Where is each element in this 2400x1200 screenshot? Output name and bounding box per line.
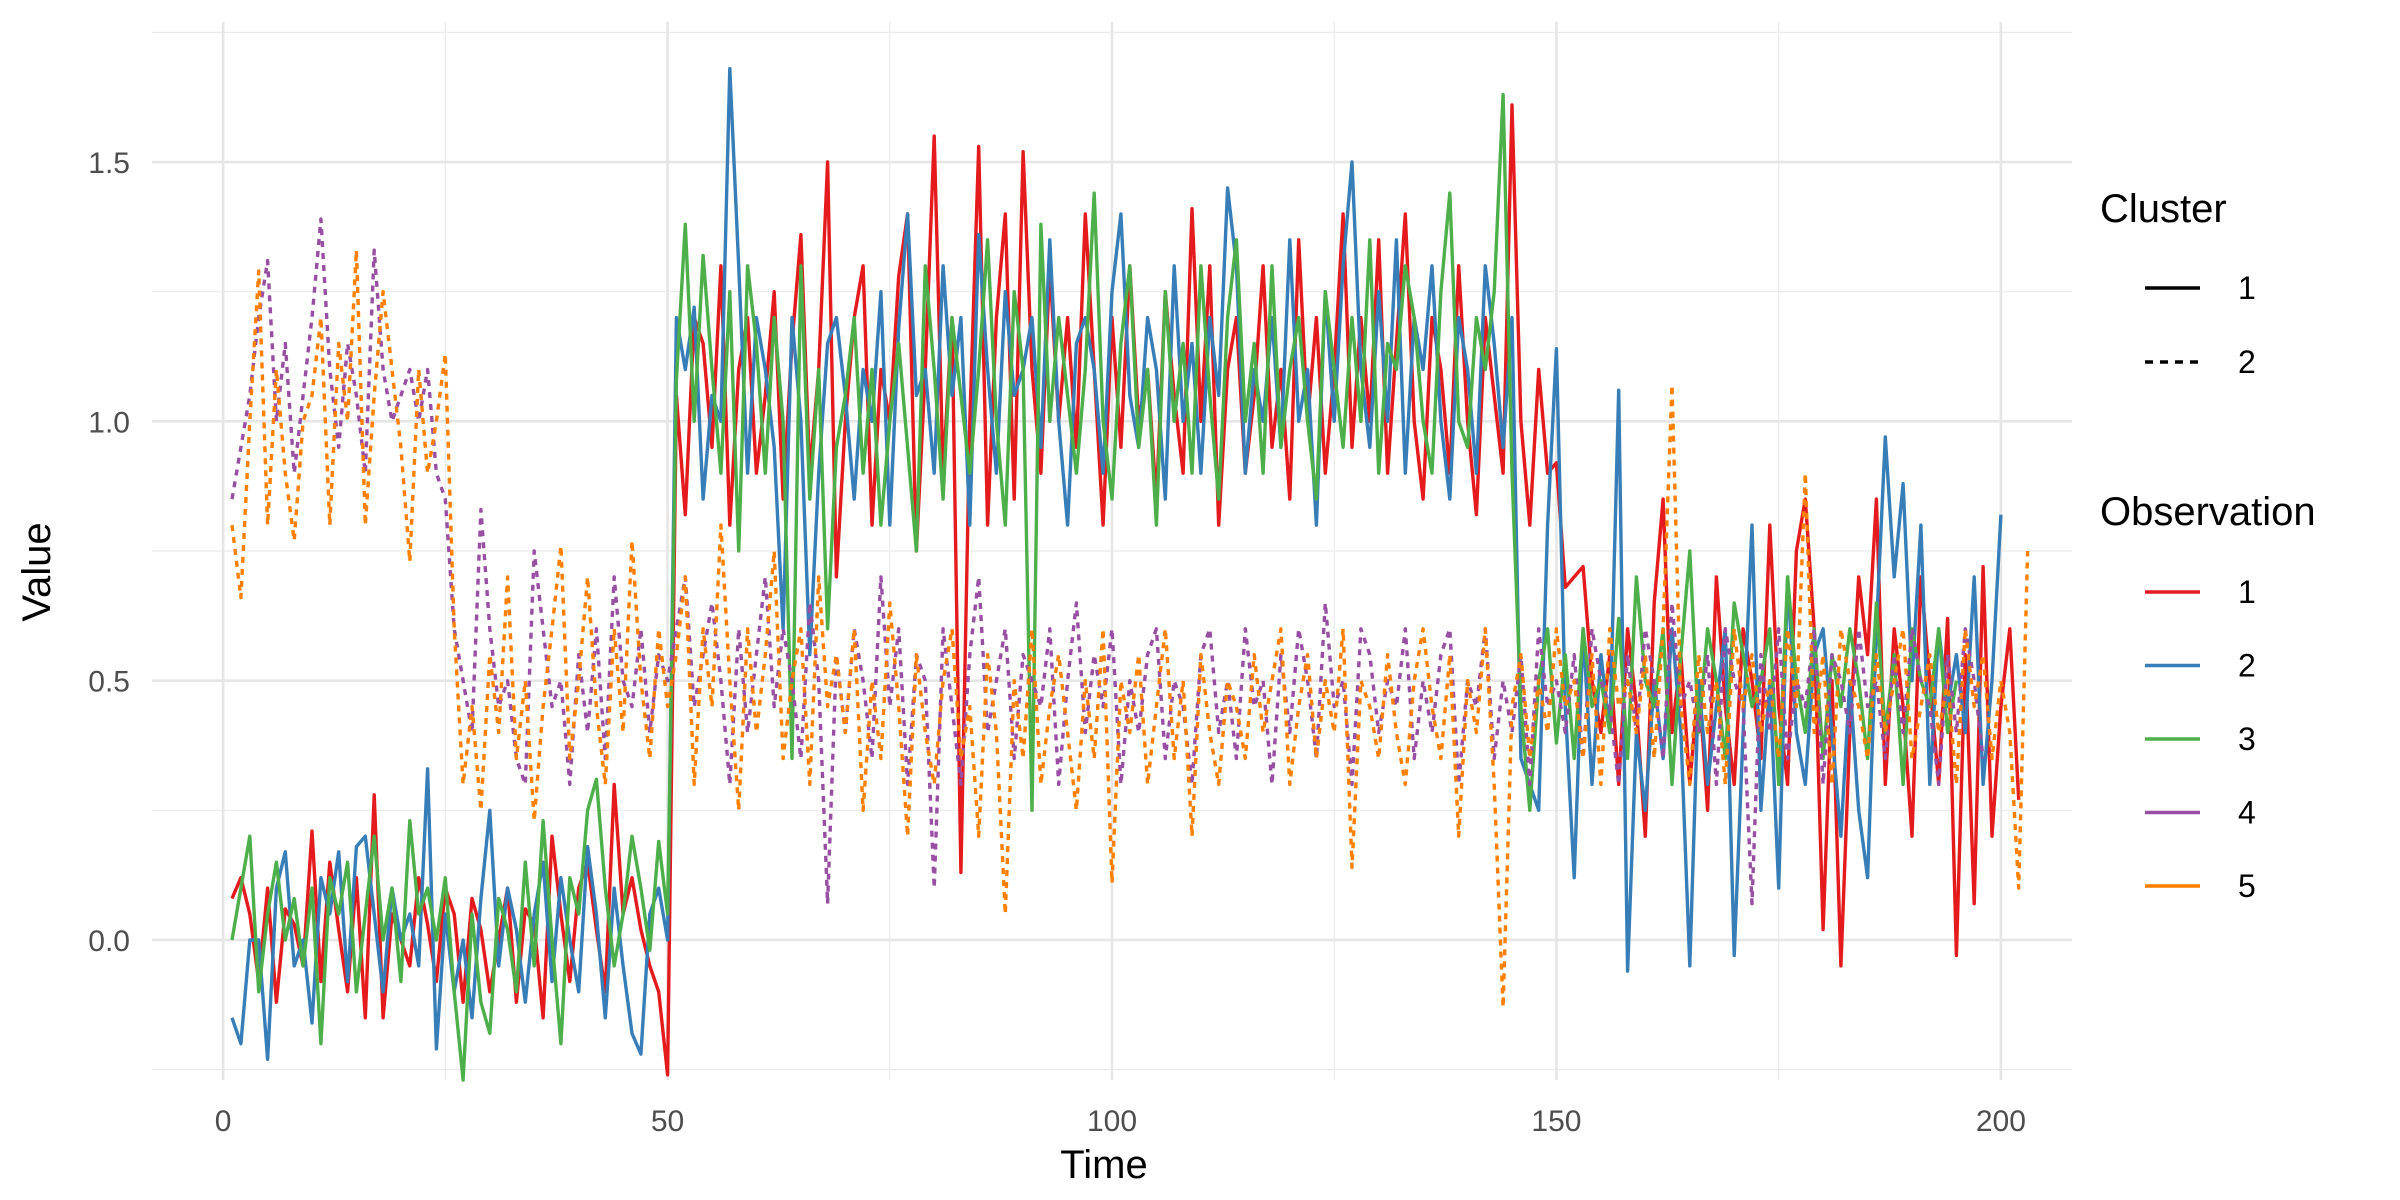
- y-tick-label: 0.5: [88, 666, 130, 699]
- series-line-observation-2: [230, 66, 2003, 1062]
- legend-observation-title: Observation: [2100, 490, 2316, 534]
- y-axis-tick-labels: 0.0 0.5 1.0 1.5: [88, 147, 130, 958]
- legend-observation-label: 3: [2238, 721, 2256, 757]
- x-tick-label: 0: [215, 1105, 232, 1138]
- legend-observation: Observation 1 2 3 4 5: [2100, 490, 2316, 904]
- legend-cluster-title: Cluster: [2100, 187, 2227, 231]
- y-tick-label: 1.5: [88, 147, 130, 180]
- y-tick-label: 1.0: [88, 406, 130, 439]
- series-lines: [230, 66, 2030, 1082]
- x-tick-label: 100: [1087, 1105, 1137, 1138]
- legend-observation-items: 1 2 3 4 5: [2145, 574, 2256, 904]
- series-line-observation-4: [230, 217, 1985, 906]
- legend-cluster-label: 1: [2238, 270, 2256, 306]
- x-tick-label: 50: [651, 1105, 684, 1138]
- y-axis-title: Value: [15, 522, 59, 621]
- x-axis-title: Time: [1060, 1143, 1147, 1187]
- series-line-observation-5: [230, 248, 2030, 1010]
- y-tick-label: 0.0: [88, 925, 130, 958]
- legend-observation-label: 2: [2238, 648, 2256, 684]
- legend-cluster-label: 2: [2238, 344, 2256, 380]
- grid-major-lines: [152, 22, 2072, 1080]
- legend-observation-label: 4: [2238, 795, 2256, 831]
- legend-observation-label: 1: [2238, 574, 2256, 610]
- x-tick-label: 200: [1976, 1105, 2026, 1138]
- legend-cluster-items: 12: [2145, 270, 2256, 380]
- series-line-observation-3: [230, 92, 1959, 1082]
- x-axis-tick-labels: 0 50 100 150 200: [215, 1105, 2026, 1138]
- legend-observation-label: 5: [2238, 868, 2256, 904]
- x-tick-label: 150: [1531, 1105, 1581, 1138]
- legend-cluster: Cluster 12: [2100, 187, 2256, 380]
